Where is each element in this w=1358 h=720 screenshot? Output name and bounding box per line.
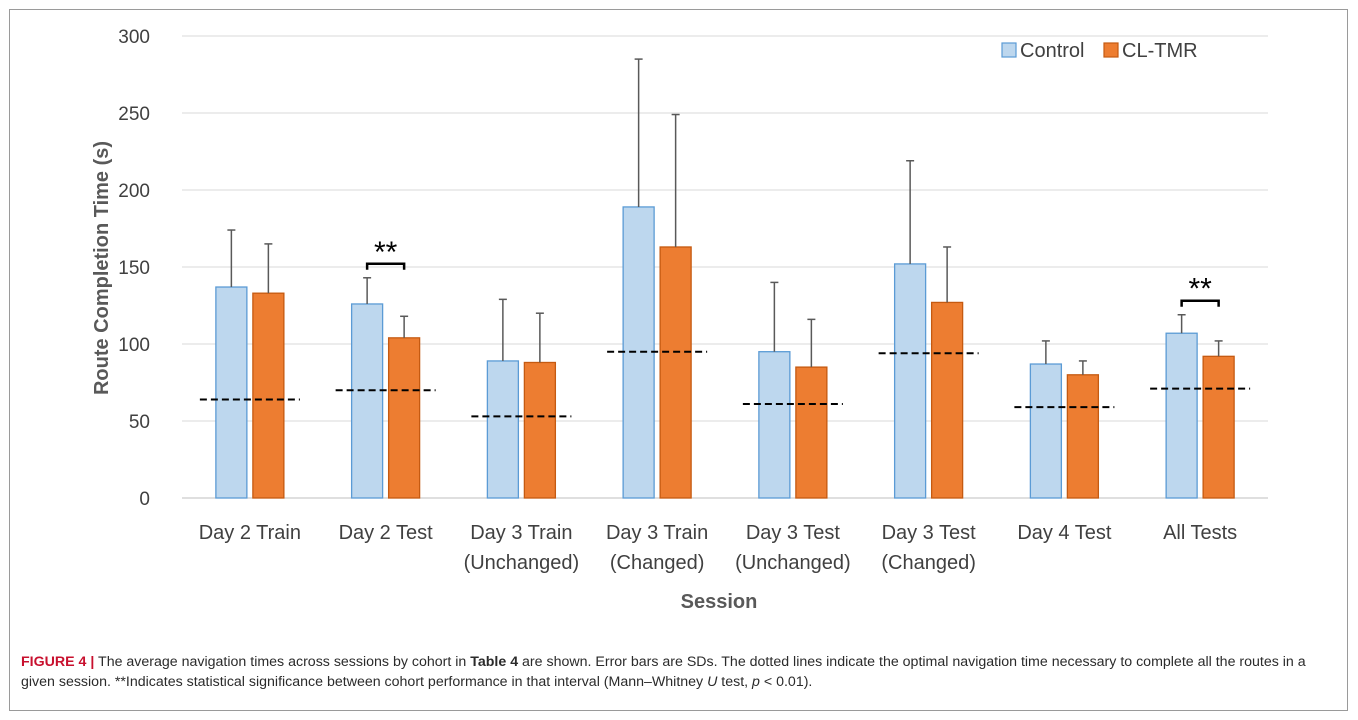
x-category-label-2-1: (Unchanged) (464, 552, 580, 574)
gridlines (182, 35, 1268, 499)
caption-u-symbol: U (707, 674, 718, 690)
y-tick-label-200: 200 (118, 181, 150, 202)
bar-control-3 (622, 206, 655, 499)
bar-control-0 (215, 286, 248, 499)
bar-control-4 (758, 351, 791, 499)
caption-text-4: < 0.01). (759, 674, 813, 690)
bar-control-6 (1029, 363, 1063, 499)
y-tick-label-300: 300 (118, 27, 150, 48)
y-axis-title: Route Completion Time (s) (91, 141, 113, 395)
bar-control-1 (350, 303, 384, 499)
bar-cl-tmr-6 (1066, 374, 1100, 499)
legend-swatch-cl-tmr (1103, 42, 1119, 58)
x-category-label-4-1: (Unchanged) (735, 552, 851, 574)
caption-p-symbol: p (752, 674, 760, 690)
y-tick-label-50: 50 (129, 412, 150, 433)
bar-control-5 (893, 263, 927, 499)
bar-control-7 (1165, 332, 1198, 499)
bars (215, 206, 1235, 499)
figure-caption: FIGURE 4 | The average navigation times … (21, 652, 1339, 692)
figure-label: FIGURE 4 | (21, 654, 95, 670)
y-tick-label-150: 150 (118, 258, 150, 279)
error-bars (227, 58, 1223, 375)
significance-markers: ** ** (365, 236, 1220, 307)
x-category-label-4-0: Day 3 Test (746, 522, 841, 544)
legend-swatch-control (1001, 42, 1017, 58)
significance-bracket-7 (1180, 299, 1220, 307)
bar-cl-tmr-2 (523, 361, 557, 499)
y-tick-label-250: 250 (118, 104, 150, 125)
x-category-label-1-0: Day 2 Test (339, 522, 434, 544)
x-category-label-5-0: Day 3 Test (882, 522, 977, 544)
significance-label-7: ** (1188, 273, 1212, 306)
x-category-label-7-0: All Tests (1163, 522, 1237, 544)
bar-cl-tmr-0 (252, 292, 285, 499)
significance-bracket-1 (365, 262, 406, 270)
bar-cl-tmr-5 (930, 301, 964, 499)
x-axis-categories: Day 2 Train Day 2 Test Day 3 Train (Unchang… (199, 522, 1237, 574)
x-category-label-0-0: Day 2 Train (199, 522, 301, 544)
caption-text-1: The average navigation times across sess… (94, 654, 471, 670)
caption-text-2: are shown. Error bars are SDs. The dotte… (21, 654, 1306, 690)
legend: Control CL-TMR (1001, 40, 1198, 62)
y-axis-ticks: 0 50 100 150 200 250 300 (118, 27, 150, 510)
legend-label-control: Control (1020, 40, 1084, 62)
x-category-label-3-1: (Changed) (610, 552, 705, 574)
x-category-label-3-0: Day 3 Train (606, 522, 708, 544)
caption-table-link[interactable]: Table 4 (470, 654, 519, 670)
significance-label-1: ** (374, 236, 398, 269)
x-category-label-2-0: Day 3 Train (470, 522, 572, 544)
figure-frame (9, 9, 1348, 711)
optimal-time-lines (199, 350, 1251, 418)
y-tick-label-100: 100 (118, 335, 150, 356)
x-category-label-5-1: (Changed) (881, 552, 976, 574)
y-tick-label-0: 0 (139, 489, 150, 510)
legend-label-cl-tmr: CL-TMR (1122, 40, 1198, 62)
bar-cl-tmr-4 (795, 366, 828, 499)
bar-cl-tmr-7 (1202, 355, 1235, 499)
x-axis-title: Session (681, 591, 758, 613)
bar-cl-tmr-1 (387, 337, 421, 499)
bar-control-2 (486, 360, 520, 499)
x-category-label-6-0: Day 4 Test (1017, 522, 1112, 544)
bar-cl-tmr-3 (659, 246, 692, 499)
caption-text-3: test, (717, 674, 753, 690)
